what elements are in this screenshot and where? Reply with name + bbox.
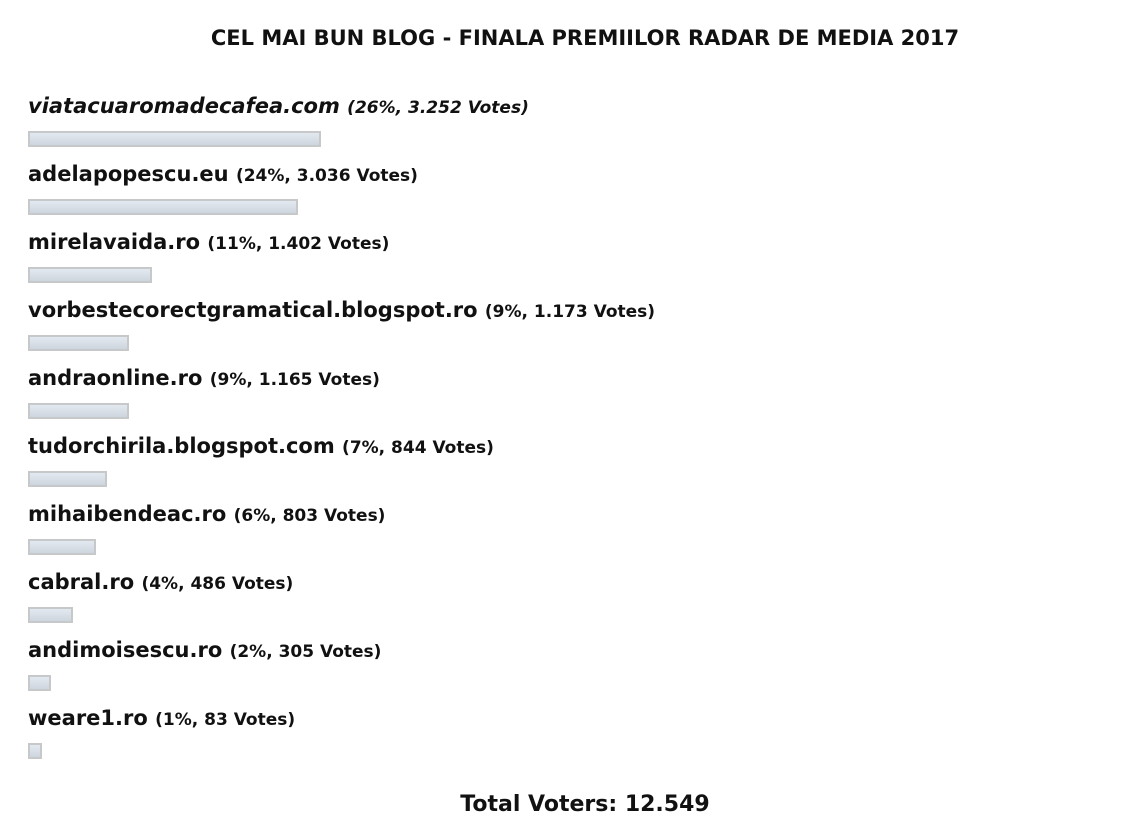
option-label: cabral.ro (4%, 486 Votes) [28,568,1088,598]
option-label: vorbestecorectgramatical.blogspot.ro (9%… [28,296,1088,326]
option-votes: (24%, 3.036 Votes) [235,166,418,186]
option-votes: (11%, 1.402 Votes) [207,234,390,254]
option-name: tudorchirila.blogspot.com [28,434,335,458]
total-voters: Total Voters: 12.549 [460,792,710,817]
option-name: vorbestecorectgramatical.blogspot.ro [28,298,478,322]
poll-option: andraonline.ro (9%, 1.165 Votes) [28,364,1088,432]
poll-option: vorbestecorectgramatical.blogspot.ro (9%… [28,296,1088,364]
option-bar [28,403,130,419]
option-label: tudorchirila.blogspot.com (7%, 844 Votes… [28,432,1088,462]
option-bar [28,471,107,487]
option-bar [28,199,298,215]
option-name: mihaibendeac.ro [28,502,227,526]
option-bar [28,335,130,351]
poll-option: cabral.ro (4%, 486 Votes) [28,568,1088,636]
option-votes: (9%, 1.165 Votes) [209,370,380,390]
option-votes: (26%, 3.252 Votes) [347,98,529,118]
option-bar [28,131,321,147]
poll-option: mirelavaida.ro (11%, 1.402 Votes) [28,228,1088,296]
option-name: adelapopescu.eu [28,162,229,186]
option-votes: (6%, 803 Votes) [233,506,386,526]
option-name: andimoisescu.ro [28,638,223,662]
option-bar [28,539,96,555]
option-bar [28,675,51,691]
option-votes: (2%, 305 Votes) [229,642,382,662]
option-bar [28,743,42,759]
option-label: mirelavaida.ro (11%, 1.402 Votes) [28,228,1088,258]
poll-option: tudorchirila.blogspot.com (7%, 844 Votes… [28,432,1088,500]
poll-option: mihaibendeac.ro (6%, 803 Votes) [28,500,1088,568]
option-bar [28,267,152,283]
option-label: weare1.ro (1%, 83 Votes) [28,704,1088,734]
option-name: cabral.ro [28,570,135,594]
option-name: weare1.ro [28,706,148,730]
option-label: andimoisescu.ro (2%, 305 Votes) [28,636,1088,666]
option-votes: (4%, 486 Votes) [141,574,294,594]
option-bar [28,607,73,623]
option-label: viatacuaromadecafea.com (26%, 3.252 Vote… [28,92,1088,122]
option-label: mihaibendeac.ro (6%, 803 Votes) [28,500,1088,530]
poll-option: viatacuaromadecafea.com (26%, 3.252 Vote… [28,92,1088,160]
option-votes: (7%, 844 Votes) [342,438,494,458]
option-label: andraonline.ro (9%, 1.165 Votes) [28,364,1088,394]
poll-option: weare1.ro (1%, 83 Votes) [28,704,1088,772]
poll-results: viatacuaromadecafea.com (26%, 3.252 Vote… [28,92,1088,772]
poll-title: CEL MAI BUN BLOG - FINALA PREMIILOR RADA… [210,26,960,50]
option-votes: (9%, 1.173 Votes) [484,302,656,322]
poll-option: adelapopescu.eu (24%, 3.036 Votes) [28,160,1088,228]
option-votes: (1%, 83 Votes) [155,710,296,730]
option-label: adelapopescu.eu (24%, 3.036 Votes) [28,160,1088,190]
option-name: andraonline.ro [28,366,203,390]
option-name: mirelavaida.ro [28,230,201,254]
option-name: viatacuaromadecafea.com [28,94,340,118]
poll-option: andimoisescu.ro (2%, 305 Votes) [28,636,1088,704]
